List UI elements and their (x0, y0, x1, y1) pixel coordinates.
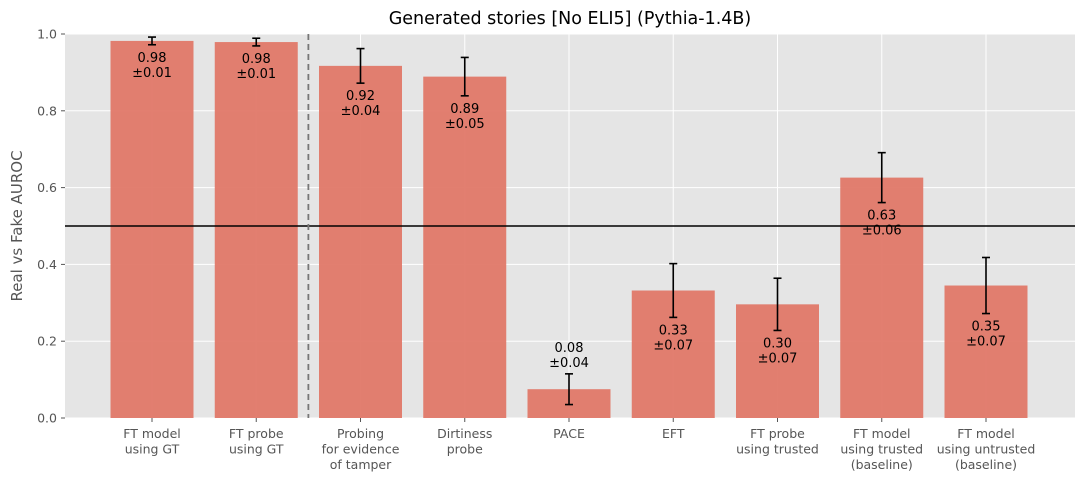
x-tick-label: FT model (957, 426, 1015, 441)
bars (110, 40, 1028, 419)
bar (214, 42, 298, 419)
x-tick-label: probe (447, 442, 483, 457)
x-tick-label: FT model (123, 426, 181, 441)
bar (110, 40, 194, 419)
y-tick-label: 0.2 (37, 334, 57, 349)
bar-value-label: 0.30 (763, 336, 792, 351)
bar-value-label: 0.08 (555, 341, 584, 356)
y-tick-label: 0.0 (37, 411, 57, 426)
chart-title: Generated stories [No ELI5] (Pythia-1.4B… (389, 9, 752, 29)
bar-error-label: ±0.07 (653, 338, 693, 353)
x-tick-label: for evidence (322, 442, 400, 457)
bar-value-label: 0.33 (659, 323, 688, 338)
x-tick-label: using trusted (840, 442, 923, 457)
y-tick-label: 0.6 (37, 180, 57, 195)
bar-error-label: ±0.05 (445, 117, 485, 132)
bar (423, 76, 507, 419)
bar-error-label: ±0.01 (236, 67, 276, 82)
x-tick-label: using GT (125, 442, 180, 457)
y-tick-label: 0.4 (37, 257, 57, 272)
bar (319, 65, 402, 418)
x-tick-label: FT probe (229, 426, 284, 441)
x-tick-label: (baseline) (955, 457, 1017, 472)
x-tick-label: PACE (553, 426, 585, 441)
bar-error-label: ±0.04 (549, 356, 589, 371)
x-tick-label: FT model (853, 426, 911, 441)
bar-value-label: 0.89 (450, 102, 479, 117)
y-tick-label: 0.8 (37, 103, 57, 118)
x-tick-label: using untrusted (937, 442, 1036, 457)
x-tick-label: FT probe (750, 426, 805, 441)
bar-error-label: ±0.06 (862, 224, 902, 239)
bar-value-label: 0.98 (138, 51, 167, 66)
bar-error-label: ±0.04 (341, 104, 381, 119)
x-tick-label: EFT (662, 426, 685, 441)
x-tick-label: of tamper (330, 457, 392, 472)
y-tick-label: 1.0 (37, 27, 57, 42)
x-tick-label: Dirtiness (437, 426, 492, 441)
x-tick-label: Probing (337, 426, 384, 441)
bar-value-label: 0.98 (242, 52, 271, 67)
bar-value-label: 0.63 (867, 209, 896, 224)
y-axis-label: Real vs Fake AUROC (8, 150, 26, 301)
bar-error-label: ±0.07 (966, 335, 1006, 350)
x-tick-label: (baseline) (851, 457, 913, 472)
bar-value-label: 0.92 (346, 89, 375, 104)
bar-error-label: ±0.01 (132, 66, 172, 81)
bar-error-label: ±0.07 (758, 351, 798, 366)
x-tick-label: using trusted (736, 442, 819, 457)
overlays: 0.98±0.010.98±0.010.92±0.04 0.89±0.050.08… (65, 34, 1075, 418)
bar-value-label: 0.35 (972, 320, 1001, 335)
bar (840, 177, 924, 418)
x-tick-label: using GT (229, 442, 284, 457)
